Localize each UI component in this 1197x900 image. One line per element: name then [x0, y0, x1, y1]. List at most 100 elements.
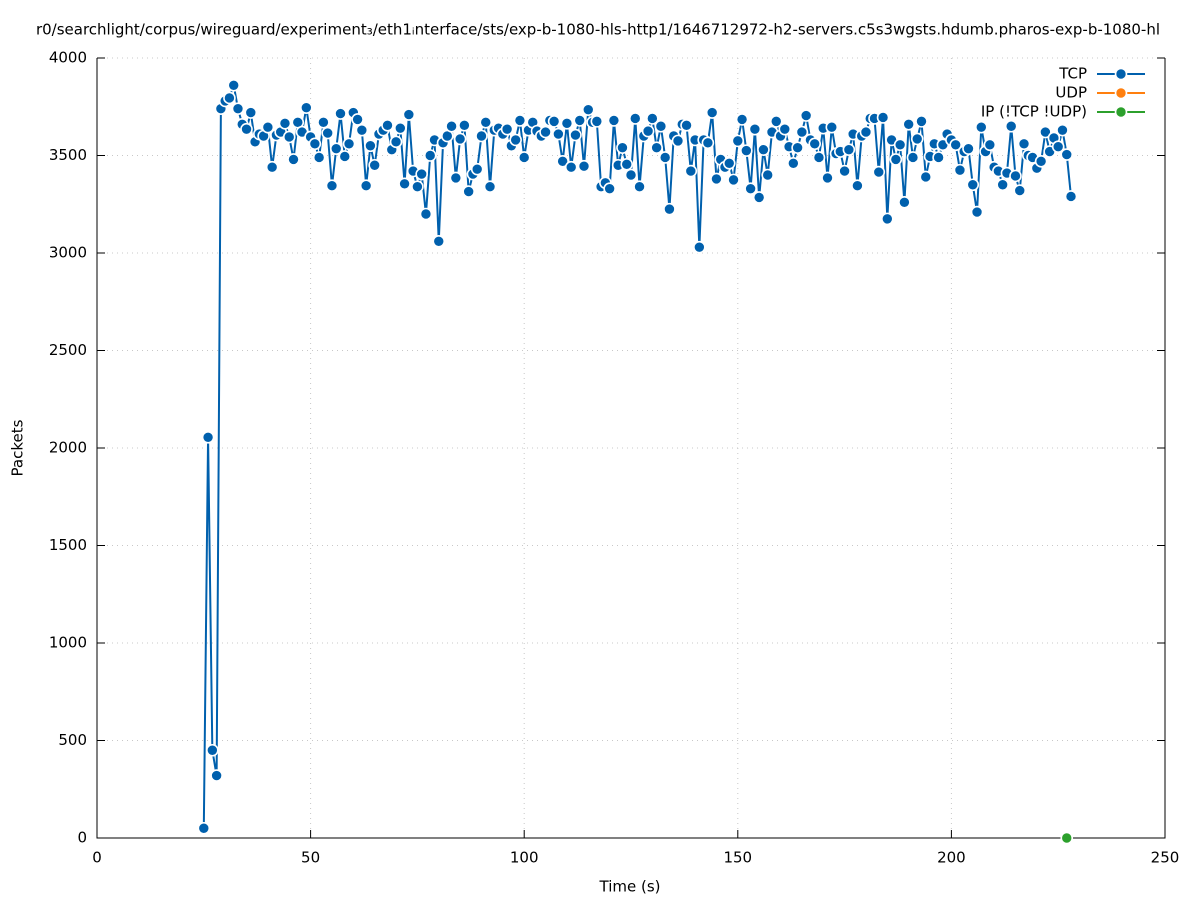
legend-swatch-marker [1114, 67, 1128, 81]
y-tick-label: 1500 [49, 536, 87, 554]
data-point [872, 165, 886, 179]
data-point [1013, 184, 1027, 197]
data-point [556, 155, 569, 168]
data-point [577, 159, 591, 173]
data-point [227, 79, 241, 92]
legend-label: IP (!TCP !UDP) [981, 103, 1087, 121]
data-point [560, 117, 574, 130]
series-line [202, 84, 1073, 829]
y-tick-label: 3500 [49, 146, 87, 164]
data-point [394, 121, 407, 135]
data-point [197, 821, 211, 835]
data-point [1009, 169, 1022, 183]
data-point [244, 106, 258, 119]
data-point [821, 171, 834, 185]
data-point [983, 138, 997, 152]
data-point [757, 143, 770, 156]
data-point [329, 142, 343, 155]
data-point [470, 162, 484, 176]
data-point [312, 151, 326, 164]
y-tick-label: 2000 [49, 439, 87, 457]
data-point [590, 115, 604, 128]
y-tick-label: 2500 [49, 341, 87, 359]
data-point [710, 172, 723, 186]
data-point [603, 182, 616, 195]
data-point [317, 116, 330, 129]
data-point [210, 769, 223, 782]
data-point [453, 132, 467, 146]
y-tick-label: 4000 [49, 49, 87, 67]
data-point [368, 158, 381, 172]
data-point [705, 106, 719, 119]
data-point [308, 137, 322, 151]
data-point [265, 160, 279, 174]
data-point [966, 178, 980, 192]
data-point [628, 112, 642, 125]
data-point [607, 114, 621, 127]
y-tick-label: 3000 [49, 244, 87, 262]
chart-title: r0/searchlight/corpus/wireguard/experime… [36, 21, 1160, 39]
data-point [381, 118, 394, 132]
data-point [389, 135, 403, 149]
data-point [415, 167, 428, 181]
data-point [1064, 190, 1078, 203]
data-point [483, 180, 497, 193]
x-tick-label: 150 [723, 849, 752, 867]
data-point [646, 112, 659, 125]
data-point [970, 205, 984, 219]
x-tick-label: 200 [937, 849, 966, 867]
data-point [731, 134, 745, 148]
data-point [201, 430, 215, 444]
data-point [722, 157, 736, 170]
data-point [748, 122, 762, 136]
data-point [581, 103, 595, 116]
data-point [1056, 123, 1069, 137]
data-point [910, 132, 924, 146]
data-point [761, 168, 775, 182]
data-point [744, 182, 757, 195]
data-point [334, 107, 347, 120]
data-point [624, 168, 638, 182]
data-point [564, 160, 578, 174]
data-point [876, 111, 890, 124]
data-point [663, 202, 676, 216]
data-point [769, 115, 783, 128]
y-tick-label: 500 [58, 731, 87, 749]
data-point [787, 157, 800, 170]
data-point [432, 235, 446, 248]
data-point [479, 116, 493, 129]
data-point [539, 125, 552, 139]
x-tick-label: 50 [301, 849, 320, 867]
data-point [898, 196, 911, 209]
data-point [881, 212, 894, 226]
data-point [419, 207, 433, 221]
data-point [513, 114, 527, 127]
data-point [915, 115, 928, 128]
data-point [641, 124, 655, 138]
data-point [423, 149, 437, 162]
data-point [889, 153, 903, 166]
data-point [282, 130, 296, 144]
data-point [300, 101, 313, 115]
data-point [902, 118, 915, 131]
data-point [355, 123, 369, 137]
data-point [1034, 155, 1048, 168]
data-point [791, 141, 804, 154]
data-point [462, 185, 475, 198]
data-point [359, 179, 373, 193]
data-point [206, 743, 219, 757]
data-point [240, 122, 253, 136]
data-point [654, 119, 668, 133]
data-point [552, 127, 565, 141]
data-point [364, 139, 377, 153]
data-point [650, 141, 663, 154]
data-point [680, 118, 693, 132]
data-point [1017, 137, 1031, 151]
data-point [919, 170, 933, 184]
x-tick-label: 100 [510, 849, 539, 867]
data-point [1004, 119, 1018, 133]
x-axis-label: Time (s) [599, 878, 661, 896]
data-point [351, 113, 364, 126]
data-point [808, 137, 821, 151]
data-point [658, 151, 672, 164]
